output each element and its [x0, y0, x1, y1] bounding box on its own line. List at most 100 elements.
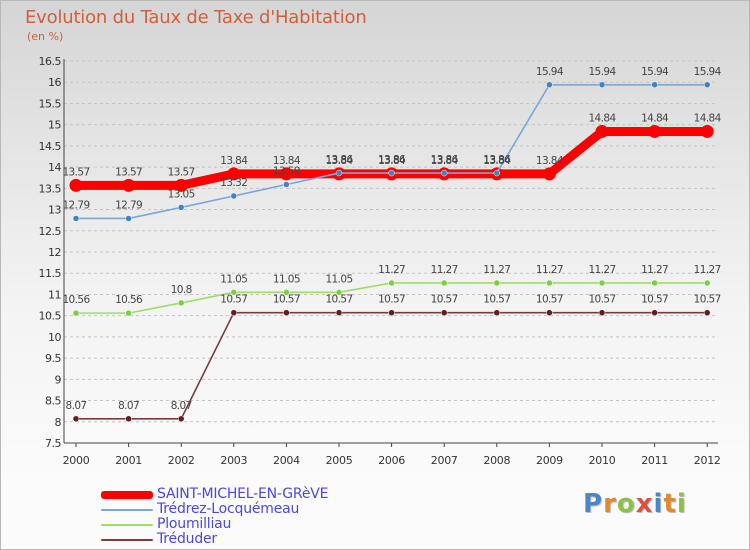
data-label: 10.56 [62, 294, 90, 306]
x-tick-label: 2008 [483, 454, 510, 467]
legend-swatch [101, 508, 153, 511]
data-label: 13.86 [431, 154, 459, 166]
y-tick-label: 15.5 [39, 97, 62, 110]
data-label: 13.84 [273, 155, 301, 167]
data-point [546, 309, 553, 316]
data-label: 10.57 [694, 294, 721, 306]
data-point [598, 279, 606, 287]
data-label: 13.57 [168, 166, 195, 178]
data-point [598, 81, 606, 89]
x-tick-label: 2001 [115, 454, 142, 467]
data-point [335, 289, 343, 296]
data-point [493, 169, 501, 177]
y-tick-label: 11.5 [39, 267, 62, 280]
data-label: 15.94 [694, 66, 722, 78]
data-label: 13.84 [325, 155, 353, 167]
y-tick-label: 7.5 [45, 437, 61, 450]
data-label: 10.57 [588, 294, 615, 306]
data-point [335, 169, 343, 177]
data-point [388, 169, 395, 177]
chart-subtitle: (en %) [27, 30, 64, 43]
data-label: 10.56 [115, 294, 143, 306]
y-tick-label: 10 [48, 331, 61, 344]
x-tick-label: 2009 [536, 454, 563, 467]
legend-label: Ploumilliau [157, 516, 232, 532]
legend-item: SAINT-MICHEL-EN-GRèVE [101, 487, 328, 502]
data-point [546, 279, 553, 287]
data-point [72, 215, 80, 222]
data-label: 10.57 [536, 294, 563, 306]
logo-letter: t [663, 489, 677, 519]
legend-swatch [101, 523, 153, 526]
data-point [72, 415, 80, 423]
data-point [598, 309, 606, 316]
proxiti-logo: Proxiti [583, 489, 687, 519]
data-point [72, 309, 80, 317]
x-tick-label: 2012 [694, 454, 721, 467]
x-tick-label: 2006 [378, 454, 405, 467]
legend-swatch [101, 538, 153, 541]
data-point [440, 169, 448, 177]
y-tick-label: 12.5 [39, 225, 62, 238]
y-tick-label: 13.5 [39, 182, 62, 195]
y-tick-label: 14.5 [39, 140, 62, 153]
data-point [546, 81, 553, 89]
data-point [122, 178, 136, 192]
y-tick-label: 12 [48, 246, 61, 259]
data-label: 15.94 [641, 66, 669, 78]
y-tick-label: 16 [48, 76, 61, 89]
data-point [230, 289, 238, 296]
x-tick-label: 2003 [220, 454, 247, 467]
data-label: 10.57 [273, 294, 300, 306]
logo-letter: i [676, 489, 687, 519]
chart-title: Evolution du Taux de Taxe d'Habitation [25, 7, 367, 28]
y-tick-label: 13 [48, 204, 61, 217]
y-tick-label: 9.5 [45, 352, 61, 365]
data-label: 14.84 [588, 112, 616, 124]
data-point [440, 279, 448, 287]
data-point [440, 309, 448, 316]
y-tick-label: 9 [55, 373, 62, 386]
data-point [177, 299, 185, 307]
data-label: 11.27 [483, 264, 510, 276]
y-tick-label: 11 [48, 288, 61, 301]
data-point [230, 192, 238, 200]
data-label: 13.86 [378, 154, 406, 166]
data-point [651, 81, 658, 89]
data-point [283, 309, 290, 316]
data-point [279, 167, 293, 181]
data-label: 13.59 [273, 166, 300, 178]
data-label: 11.05 [325, 273, 352, 285]
logo-letter: i [653, 489, 664, 519]
data-label: 13.84 [431, 155, 459, 167]
data-point [388, 309, 395, 316]
data-label: 15.94 [588, 66, 616, 78]
x-tick-label: 2011 [641, 454, 668, 467]
legend-swatch [101, 490, 153, 499]
legend-label: SAINT-MICHEL-EN-GRèVE [157, 486, 329, 502]
data-label: 13.57 [62, 166, 89, 178]
data-point [125, 309, 132, 317]
x-tick-label: 2004 [273, 454, 300, 467]
chart-legend: SAINT-MICHEL-EN-GRèVE Trédrez-Locquémeau P… [101, 487, 328, 547]
data-label: 10.57 [431, 294, 458, 306]
data-point [388, 279, 395, 287]
data-point [69, 178, 83, 192]
data-label: 12.79 [115, 199, 142, 211]
data-label: 13.84 [536, 155, 564, 167]
data-label: 10.57 [220, 294, 247, 306]
data-point [493, 309, 501, 316]
data-label: 13.84 [220, 155, 248, 167]
data-point [651, 309, 658, 316]
data-point [125, 215, 132, 222]
data-point [283, 289, 290, 296]
logo-letter: r [603, 489, 617, 519]
legend-item: Trédrez-Locquémeau [101, 502, 328, 517]
data-point [227, 167, 241, 181]
x-tick-label: 2002 [168, 454, 195, 467]
data-point [703, 279, 711, 287]
y-tick-label: 8.5 [45, 395, 61, 408]
legend-item: Ploumilliau [101, 517, 328, 532]
